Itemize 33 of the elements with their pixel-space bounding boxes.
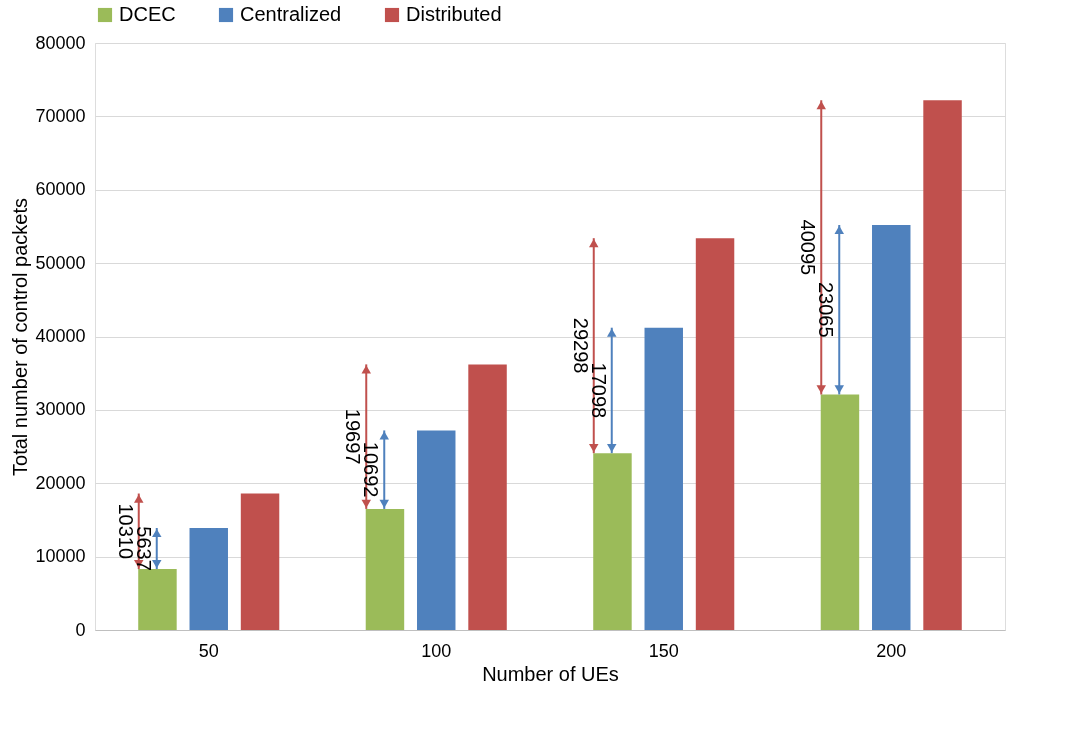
annotation: 23065 <box>815 281 838 338</box>
x-tick-label: 50 <box>198 640 219 661</box>
bar <box>138 569 177 630</box>
annotation: 5637 <box>132 526 155 571</box>
y-tick-label: 30000 <box>35 399 86 420</box>
legend-label: Distributed <box>406 3 502 25</box>
bar <box>240 493 280 630</box>
y-tick-label: 10000 <box>35 546 86 567</box>
x-axis-title: Number of UEs <box>482 662 619 685</box>
bar <box>923 100 962 630</box>
y-tick-label: 60000 <box>35 179 86 200</box>
x-tick-label: 200 <box>876 640 907 661</box>
y-tick-label: 20000 <box>35 472 86 493</box>
legend-label: Centralized <box>240 3 342 25</box>
bar <box>593 453 632 630</box>
bar <box>468 364 507 630</box>
y-tick-label: 70000 <box>35 105 86 126</box>
x-tick-label: 100 <box>421 640 452 661</box>
bar <box>644 327 683 630</box>
y-tick-label: 50000 <box>35 252 86 273</box>
bar <box>695 238 735 630</box>
y-axis-title: Total number of control packets <box>9 198 32 476</box>
annotation: 40095 <box>797 219 820 276</box>
x-tick-label: 150 <box>648 640 679 661</box>
bar <box>872 224 911 630</box>
bar <box>820 394 860 630</box>
bar <box>417 430 456 630</box>
bar <box>189 528 228 630</box>
bar <box>365 508 405 630</box>
y-tick-label: 80000 <box>35 32 86 53</box>
y-tick-label: 40000 <box>35 326 86 346</box>
legend-label: DCEC <box>119 3 176 25</box>
y-tick-label: 0 <box>75 619 86 640</box>
